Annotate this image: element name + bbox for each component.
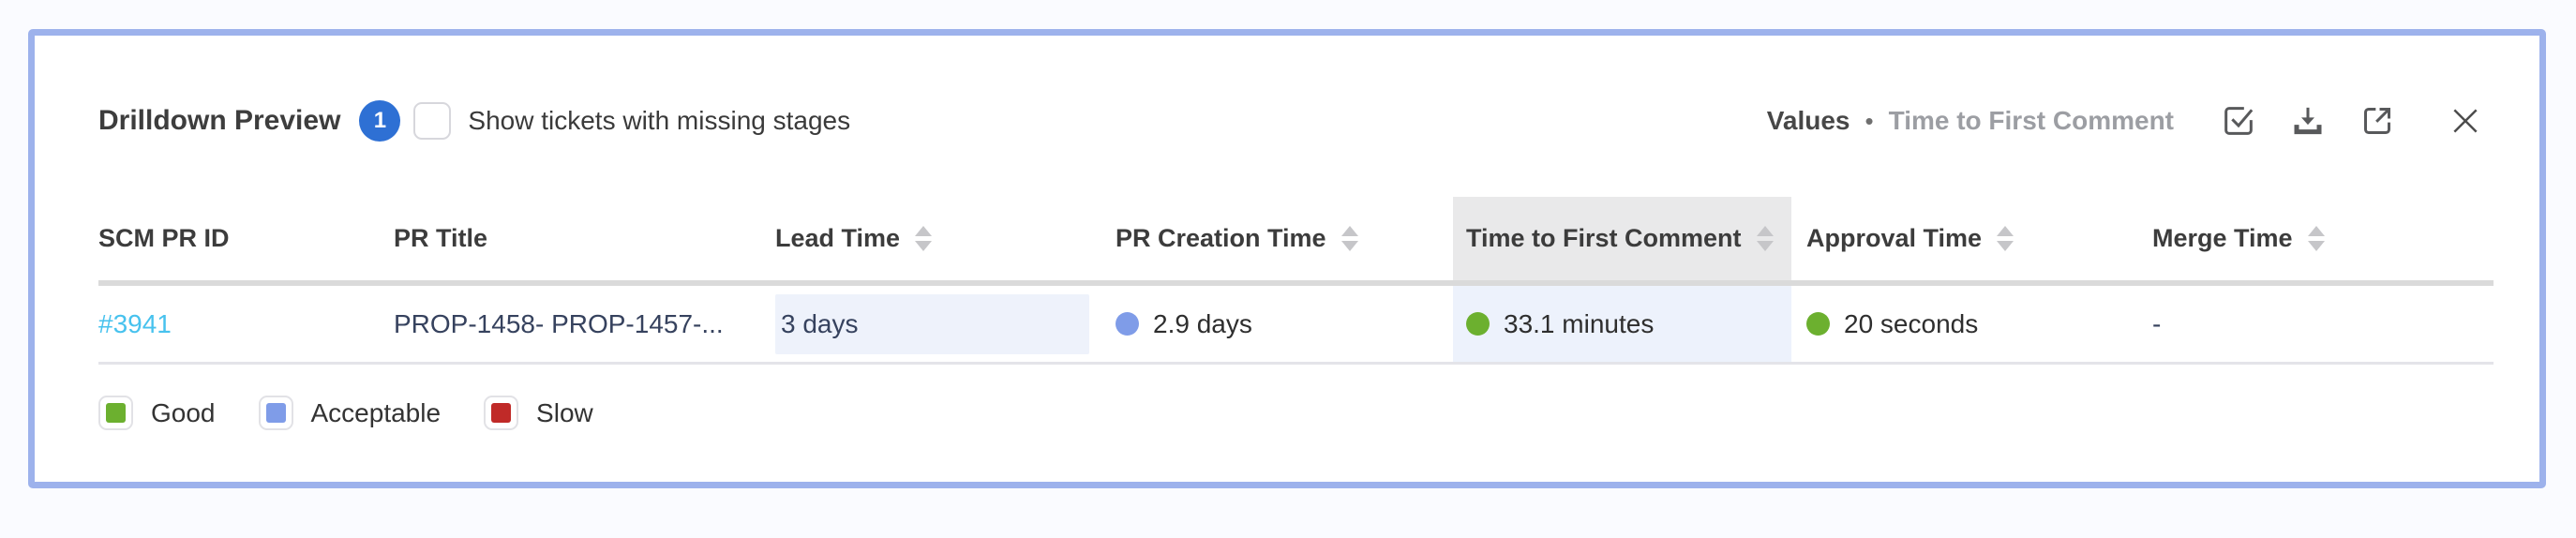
column-header-scm_pr_id: SCM PR ID [98,197,394,280]
cell-text: PROP-1458- PROP-1457-... [394,308,724,338]
table-header-row: SCM PR ID PR Title Lead Time PR Creation Ti… [98,197,2494,286]
sort-toggle-icon[interactable] [1756,226,1774,251]
header-right-toolbar: Values • Time to First Comment [1767,101,2485,141]
status-dot-icon [1466,312,1490,336]
cell-scm_pr_id: #3941 [98,286,394,362]
selected-metric-label: Time to First Comment [1888,106,2174,135]
legend-swatch-color [491,403,512,423]
legend-label: Acceptable [310,397,442,427]
cell-time_to_first_comment: 33.1 minutes [1453,286,1791,362]
sort-toggle-icon[interactable] [1340,226,1358,251]
cell-pr_title: PROP-1458- PROP-1457-... [394,286,775,362]
cell-merge_time: - [2152,286,2494,362]
cell-lead_time: 3 days [775,286,1116,362]
column-header-pr_title: PR Title [394,197,775,280]
column-header-time_to_first_comment[interactable]: Time to First Comment [1453,197,1791,280]
select-columns-icon[interactable] [2219,101,2258,141]
legend-item-acceptable: Acceptable [258,396,442,430]
column-label: Lead Time [775,224,901,252]
column-header-merge_time[interactable]: Merge Time [2152,197,2494,280]
status-dot-icon [1806,312,1830,336]
legend: Good Acceptable Slow [98,396,637,430]
count-badge: 1 [359,100,401,142]
cell-pr_creation_time: 2.9 days [1116,286,1453,362]
download-icon[interactable] [2288,101,2328,141]
column-header-approval_time[interactable]: Approval Time [1791,197,2152,280]
status-dot-icon [1116,312,1139,336]
legend-item-slow: Slow [484,396,593,430]
drilldown-table: SCM PR ID PR Title Lead Time PR Creation Ti… [98,197,2494,365]
column-label: PR Creation Time [1116,224,1326,252]
cell-text: 20 seconds [1844,308,1979,338]
legend-label: Slow [536,397,593,427]
separator-dot: • [1865,106,1874,135]
cell-text: 33.1 minutes [1504,308,1655,338]
legend-label: Good [151,397,216,427]
show-missing-stages-checkbox[interactable] [413,102,452,140]
table-body: #3941 PROP-1458- PROP-1457-... 3 days 2.9 d… [98,286,2494,365]
close-icon[interactable] [2446,101,2485,141]
drilldown-preview-panel: Drilldown Preview 1 Show tickets with mi… [28,29,2546,488]
values-label: Values [1766,106,1850,135]
page-title: Drilldown Preview [98,105,341,136]
column-header-pr_creation_time[interactable]: PR Creation Time [1116,197,1453,280]
sort-toggle-icon[interactable] [1997,226,2014,251]
legend-swatch-icon [484,396,519,430]
panel-header: Drilldown Preview 1 Show tickets with mi… [98,96,2485,146]
legend-swatch-color [106,403,126,423]
cell-text: 2.9 days [1153,308,1252,338]
cell-approval_time: 20 seconds [1791,286,2152,362]
pr-id-link[interactable]: #3941 [98,308,172,338]
table-row: #3941 PROP-1458- PROP-1457-... 3 days 2.9 d… [98,286,2494,365]
legend-item-good: Good [98,396,216,430]
column-label: Approval Time [1806,224,1983,252]
sort-toggle-icon[interactable] [2307,226,2325,251]
legend-swatch-icon [258,396,293,430]
cell-text: - [2152,308,2162,338]
column-label: Merge Time [2152,224,2293,252]
show-missing-stages-label[interactable]: Show tickets with missing stages [468,106,851,135]
highlighted-cell-value: 3 days [775,293,1089,354]
legend-swatch-color [265,403,286,423]
sort-toggle-icon[interactable] [915,226,933,251]
cell-text: 3 days [781,308,859,338]
column-label: PR Title [394,224,488,252]
column-header-lead_time[interactable]: Lead Time [775,197,1116,280]
legend-swatch-icon [98,396,133,430]
column-label: Time to First Comment [1466,224,1742,252]
column-label: SCM PR ID [98,224,230,252]
open-external-icon[interactable] [2358,101,2397,141]
